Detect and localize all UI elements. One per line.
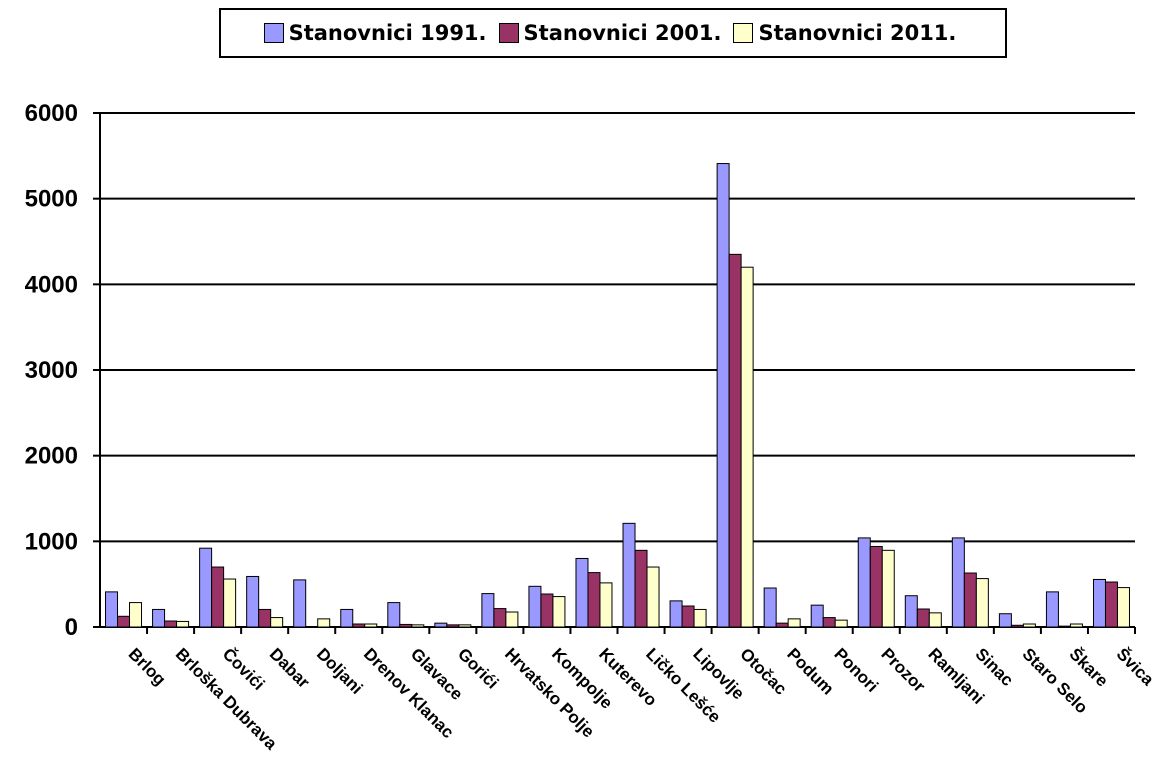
bar-0-14 [763,587,777,628]
bar-0-12 [669,600,683,628]
bar-2-12 [693,608,707,628]
y-tick-label-3000: 3000 [25,357,78,384]
x-category-label-18: Sinac [972,644,1018,690]
bar-2-3 [270,617,284,628]
legend-item-2001: Stanovnici 2001. [498,21,722,45]
bar-1-14 [775,622,789,628]
bar-1-7 [446,624,460,628]
bar-1-16 [869,545,883,628]
bar-2-8 [505,611,519,628]
bar-0-16 [857,537,871,628]
bar-2-6 [411,624,425,628]
bar-1-5 [352,623,366,628]
bar-0-13 [716,163,730,628]
legend-swatch-1991 [263,23,284,43]
bar-2-5 [364,623,378,628]
bar-1-17 [916,608,930,628]
bar-2-10 [599,582,613,628]
bar-0-10 [575,557,589,628]
bar-1-20 [1057,625,1071,628]
bar-1-1 [164,620,178,628]
bar-2-9 [552,596,566,628]
x-category-label-21: Švica [1113,644,1158,689]
bar-2-17 [928,612,942,628]
legend-label-2011: Stanovnici 2011. [758,21,957,45]
bar-0-19 [998,613,1012,628]
legend-label-2001: Stanovnici 2001. [523,21,722,45]
y-tick-label-4000: 4000 [25,271,78,298]
bar-2-18 [975,578,989,628]
chart-legend: Stanovnici 1991. Stanovnici 2001. Stanov… [219,8,1007,58]
bar-2-21 [1116,587,1130,628]
bar-2-1 [176,620,190,628]
bar-0-2 [199,547,213,628]
bar-2-15 [834,619,848,628]
bar-1-15 [822,617,836,628]
x-category-label-15: Ponori [830,644,882,696]
legend-label-1991: Stanovnici 1991. [288,21,487,45]
legend-swatch-2001 [498,23,519,43]
legend-swatch-2011 [733,23,754,43]
bar-0-20 [1045,591,1059,628]
bar-1-19 [1010,624,1024,628]
bar-0-7 [434,622,448,628]
y-tick-label-6000: 6000 [25,100,78,127]
legend-item-2011: Stanovnici 2011. [733,21,956,45]
bar-2-11 [646,566,660,628]
y-tick-label-2000: 2000 [25,443,78,470]
bar-0-3 [246,575,260,628]
bar-2-20 [1069,623,1083,628]
bar-1-3 [258,608,272,628]
bar-0-17 [904,595,918,628]
bar-1-11 [634,549,648,628]
bar-2-16 [881,549,895,628]
x-category-label-3: Dabar [266,644,314,692]
bar-2-7 [458,624,472,628]
bar-1-2 [211,566,225,628]
bar-0-4 [293,579,307,628]
bar-1-12 [681,605,695,628]
bar-2-2 [223,578,237,628]
bar-1-13 [728,253,742,628]
bar-0-18 [951,537,965,628]
y-tick-label-1000: 1000 [25,528,78,555]
bar-1-0 [117,615,131,628]
y-tick-label-5000: 5000 [25,186,78,213]
bar-1-21 [1104,581,1118,628]
bar-0-6 [387,602,401,628]
bar-0-8 [481,593,495,628]
bar-0-15 [810,604,824,628]
bar-0-1 [152,608,166,628]
bar-2-13 [740,266,754,628]
x-category-label-0: Brlog [125,644,170,689]
bar-1-18 [963,572,977,628]
bar-2-4 [317,618,331,628]
y-tick-label-0: 0 [65,614,78,641]
bar-2-19 [1022,623,1036,628]
bar-1-8 [493,608,507,628]
bar-1-10 [587,572,601,628]
x-category-label-4: Doljani [313,644,367,698]
bar-2-0 [129,602,143,628]
x-category-label-16: Prozor [877,644,929,696]
bar-2-14 [787,618,801,628]
bar-0-9 [528,585,542,628]
bar-0-21 [1092,578,1106,628]
bar-0-5 [340,608,354,628]
bar-1-6 [399,623,413,628]
bar-0-11 [622,522,636,628]
bar-1-9 [540,593,554,628]
legend-item-1991: Stanovnici 1991. [263,21,487,45]
x-category-label-14: Podum [783,644,837,698]
bar-0-0 [105,591,119,628]
